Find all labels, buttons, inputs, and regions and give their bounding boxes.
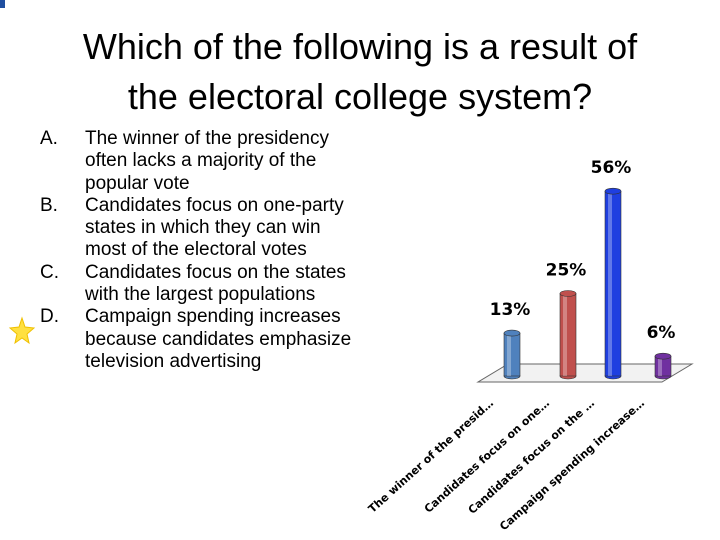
title-line: the electoral college system? [127, 76, 593, 117]
slide-title: Which of the following is a result of the… [0, 22, 720, 122]
bar [604, 187, 622, 380]
chart-floor [476, 363, 694, 383]
bar-part [559, 290, 577, 297]
option: D. Campaign spending increases because ca… [40, 306, 360, 373]
option-letter: D. [40, 306, 59, 328]
option: C. Candidates focus on the states with th… [40, 262, 360, 307]
star-icon [8, 316, 36, 345]
bar [503, 329, 521, 380]
value-label: 13% [490, 300, 531, 320]
value-label: 6% [647, 323, 676, 343]
bar [559, 290, 577, 380]
bar-part [503, 329, 521, 337]
bar-part [604, 190, 622, 377]
option-text: Candidates focus on one-party states in … [85, 194, 344, 261]
option: A. The winner of the presidency often lac… [40, 128, 360, 195]
bar-part [658, 356, 662, 376]
option-text: Candidates focus on the states with the … [85, 261, 346, 306]
bar-part [563, 293, 567, 376]
bar-part [654, 352, 672, 360]
option-letter: A. [40, 128, 58, 149]
title-line: Which of the following is a result of [82, 26, 638, 67]
bar-part [507, 333, 511, 376]
bar-part [559, 293, 577, 377]
bar-part [608, 191, 612, 376]
value-label: 25% [546, 261, 587, 281]
options-list: A. The winner of the presidency often lac… [40, 128, 360, 373]
option-letter: B. [40, 194, 58, 216]
option-text: Campaign spending increases because cand… [85, 306, 352, 372]
bar-part [503, 332, 521, 377]
value-label: 56% [591, 158, 632, 178]
bar-part [604, 187, 622, 195]
option-text: The winner of the presidency often lacks… [85, 128, 329, 194]
bar [654, 352, 672, 380]
corner-mark [0, 0, 5, 8]
option: B. Candidates focus on one-party states i… [40, 195, 360, 262]
option-letter: C. [40, 261, 59, 283]
